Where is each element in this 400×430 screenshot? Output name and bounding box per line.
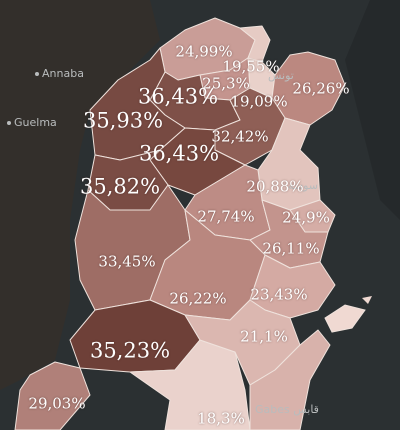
label-kef: 35,82% xyxy=(79,174,161,199)
place-tunis-arabic: تونس xyxy=(268,69,294,82)
label-ariana: 19,55% xyxy=(222,57,280,76)
place-guelma-label: Guelma xyxy=(14,116,57,129)
label-gafsa: 35,23% xyxy=(89,338,171,363)
place-tunis: تونس xyxy=(268,70,294,81)
label-tozeur: 29,03% xyxy=(28,394,86,413)
label-siliana: 36,43% xyxy=(138,141,220,166)
place-sousse: سوسة xyxy=(288,180,318,191)
region-zaghouan[interactable] xyxy=(214,87,286,166)
label-sousse: 20,88% xyxy=(246,177,304,196)
place-gabes-arabic: قابس xyxy=(293,403,319,416)
kerkennah-island xyxy=(362,296,372,304)
label-monastir: 24,9% xyxy=(282,208,330,227)
label-kasserine: 33,45% xyxy=(98,252,156,271)
place-annaba: Annaba xyxy=(35,68,84,79)
label-kairouan: 27,74% xyxy=(197,207,255,226)
label-jendouba: 35,93% xyxy=(82,108,164,133)
city-dot-icon xyxy=(7,121,11,125)
region-medenine[interactable] xyxy=(249,329,331,430)
label-kebili: 18,3% xyxy=(197,409,245,428)
place-annaba-label: Annaba xyxy=(42,67,84,80)
place-gabes: Gabes قابس xyxy=(255,404,319,415)
algeria-land xyxy=(0,0,160,390)
label-manouba: 25,3% xyxy=(202,74,250,93)
governorates xyxy=(14,17,346,430)
label-bizerte: 24,99% xyxy=(175,42,233,61)
label-gabes: 21,1% xyxy=(240,327,288,346)
label-tunis: 19,09% xyxy=(230,92,288,111)
label-sfax: 23,43% xyxy=(250,285,308,304)
label-beja: 36,43% xyxy=(137,84,219,109)
label-mahdia: 26,11% xyxy=(262,239,320,258)
place-gabes-label: Gabes xyxy=(255,403,290,416)
djerba-island xyxy=(324,304,366,333)
label-sidibouzid: 26,22% xyxy=(169,289,227,308)
label-zaghouan: 32,42% xyxy=(211,127,269,146)
city-dot-icon xyxy=(35,72,39,76)
sea-east xyxy=(345,0,400,220)
label-nabeul: 26,26% xyxy=(292,79,350,98)
region-tozeur[interactable] xyxy=(14,361,91,430)
region-kebili[interactable] xyxy=(129,339,251,430)
place-sousse-arabic: سوسة xyxy=(288,179,319,192)
place-guelma: Guelma xyxy=(7,117,57,128)
